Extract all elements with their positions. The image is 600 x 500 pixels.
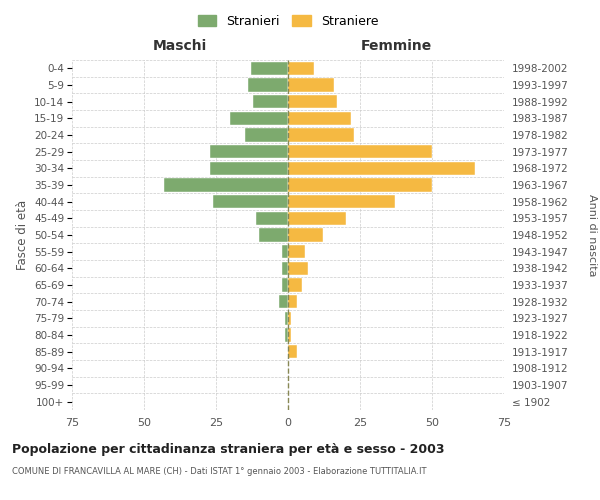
Bar: [288, 312, 291, 325]
Bar: [256, 212, 288, 225]
Bar: [282, 245, 288, 258]
Bar: [230, 112, 288, 125]
Bar: [245, 128, 288, 141]
Bar: [288, 128, 354, 141]
Bar: [288, 228, 323, 241]
Bar: [213, 195, 288, 208]
Bar: [288, 62, 314, 75]
Bar: [288, 112, 352, 125]
Text: Anni di nascita: Anni di nascita: [587, 194, 597, 276]
Bar: [288, 245, 305, 258]
Bar: [285, 328, 288, 342]
Bar: [288, 145, 432, 158]
Bar: [280, 295, 288, 308]
Bar: [288, 328, 291, 342]
Bar: [248, 78, 288, 92]
Bar: [288, 178, 432, 192]
Bar: [288, 278, 302, 291]
Legend: Stranieri, Straniere: Stranieri, Straniere: [194, 11, 382, 32]
Text: Femmine: Femmine: [361, 38, 431, 52]
Text: Popolazione per cittadinanza straniera per età e sesso - 2003: Popolazione per cittadinanza straniera p…: [12, 442, 445, 456]
Bar: [285, 312, 288, 325]
Bar: [282, 278, 288, 291]
Bar: [288, 95, 337, 108]
Bar: [288, 345, 296, 358]
Bar: [288, 262, 308, 275]
Bar: [164, 178, 288, 192]
Bar: [288, 295, 296, 308]
Bar: [251, 62, 288, 75]
Text: COMUNE DI FRANCAVILLA AL MARE (CH) - Dati ISTAT 1° gennaio 2003 - Elaborazione T: COMUNE DI FRANCAVILLA AL MARE (CH) - Dat…: [12, 468, 427, 476]
Bar: [288, 195, 395, 208]
Bar: [259, 228, 288, 241]
Bar: [210, 145, 288, 158]
Bar: [282, 262, 288, 275]
Text: Maschi: Maschi: [153, 38, 207, 52]
Bar: [288, 162, 475, 175]
Bar: [253, 95, 288, 108]
Y-axis label: Fasce di età: Fasce di età: [16, 200, 29, 270]
Bar: [288, 78, 334, 92]
Bar: [210, 162, 288, 175]
Bar: [288, 212, 346, 225]
